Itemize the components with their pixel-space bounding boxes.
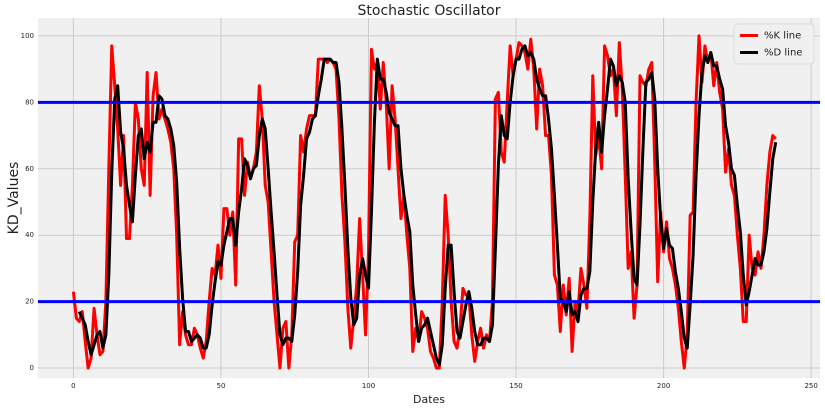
chart-title: Stochastic Oscillator	[358, 3, 501, 19]
y-tick-label: 40	[25, 231, 34, 239]
x-tick-label: 250	[804, 382, 817, 390]
series-line	[71, 34, 777, 370]
y-tick-label: 80	[25, 98, 34, 106]
x-tick-label: 0	[71, 382, 75, 390]
y-tick-label: 100	[21, 32, 34, 40]
x-axis-label: Dates	[413, 393, 445, 406]
legend-label: %D line	[764, 48, 802, 59]
y-tick-label: 60	[25, 165, 34, 173]
marks	[38, 34, 820, 370]
y-tick-label: 20	[25, 298, 34, 306]
series-line	[77, 44, 778, 367]
x-tick-label: 50	[216, 382, 225, 390]
y-tick-label: 0	[30, 364, 34, 372]
x-tick-label: 200	[657, 382, 670, 390]
x-tick-label: 100	[362, 382, 375, 390]
legend-label: %K line	[764, 31, 801, 42]
legend: %K line %D line	[733, 23, 815, 65]
x-tick-label: 150	[509, 382, 522, 390]
y-axis-label: KD_Values	[6, 162, 22, 235]
